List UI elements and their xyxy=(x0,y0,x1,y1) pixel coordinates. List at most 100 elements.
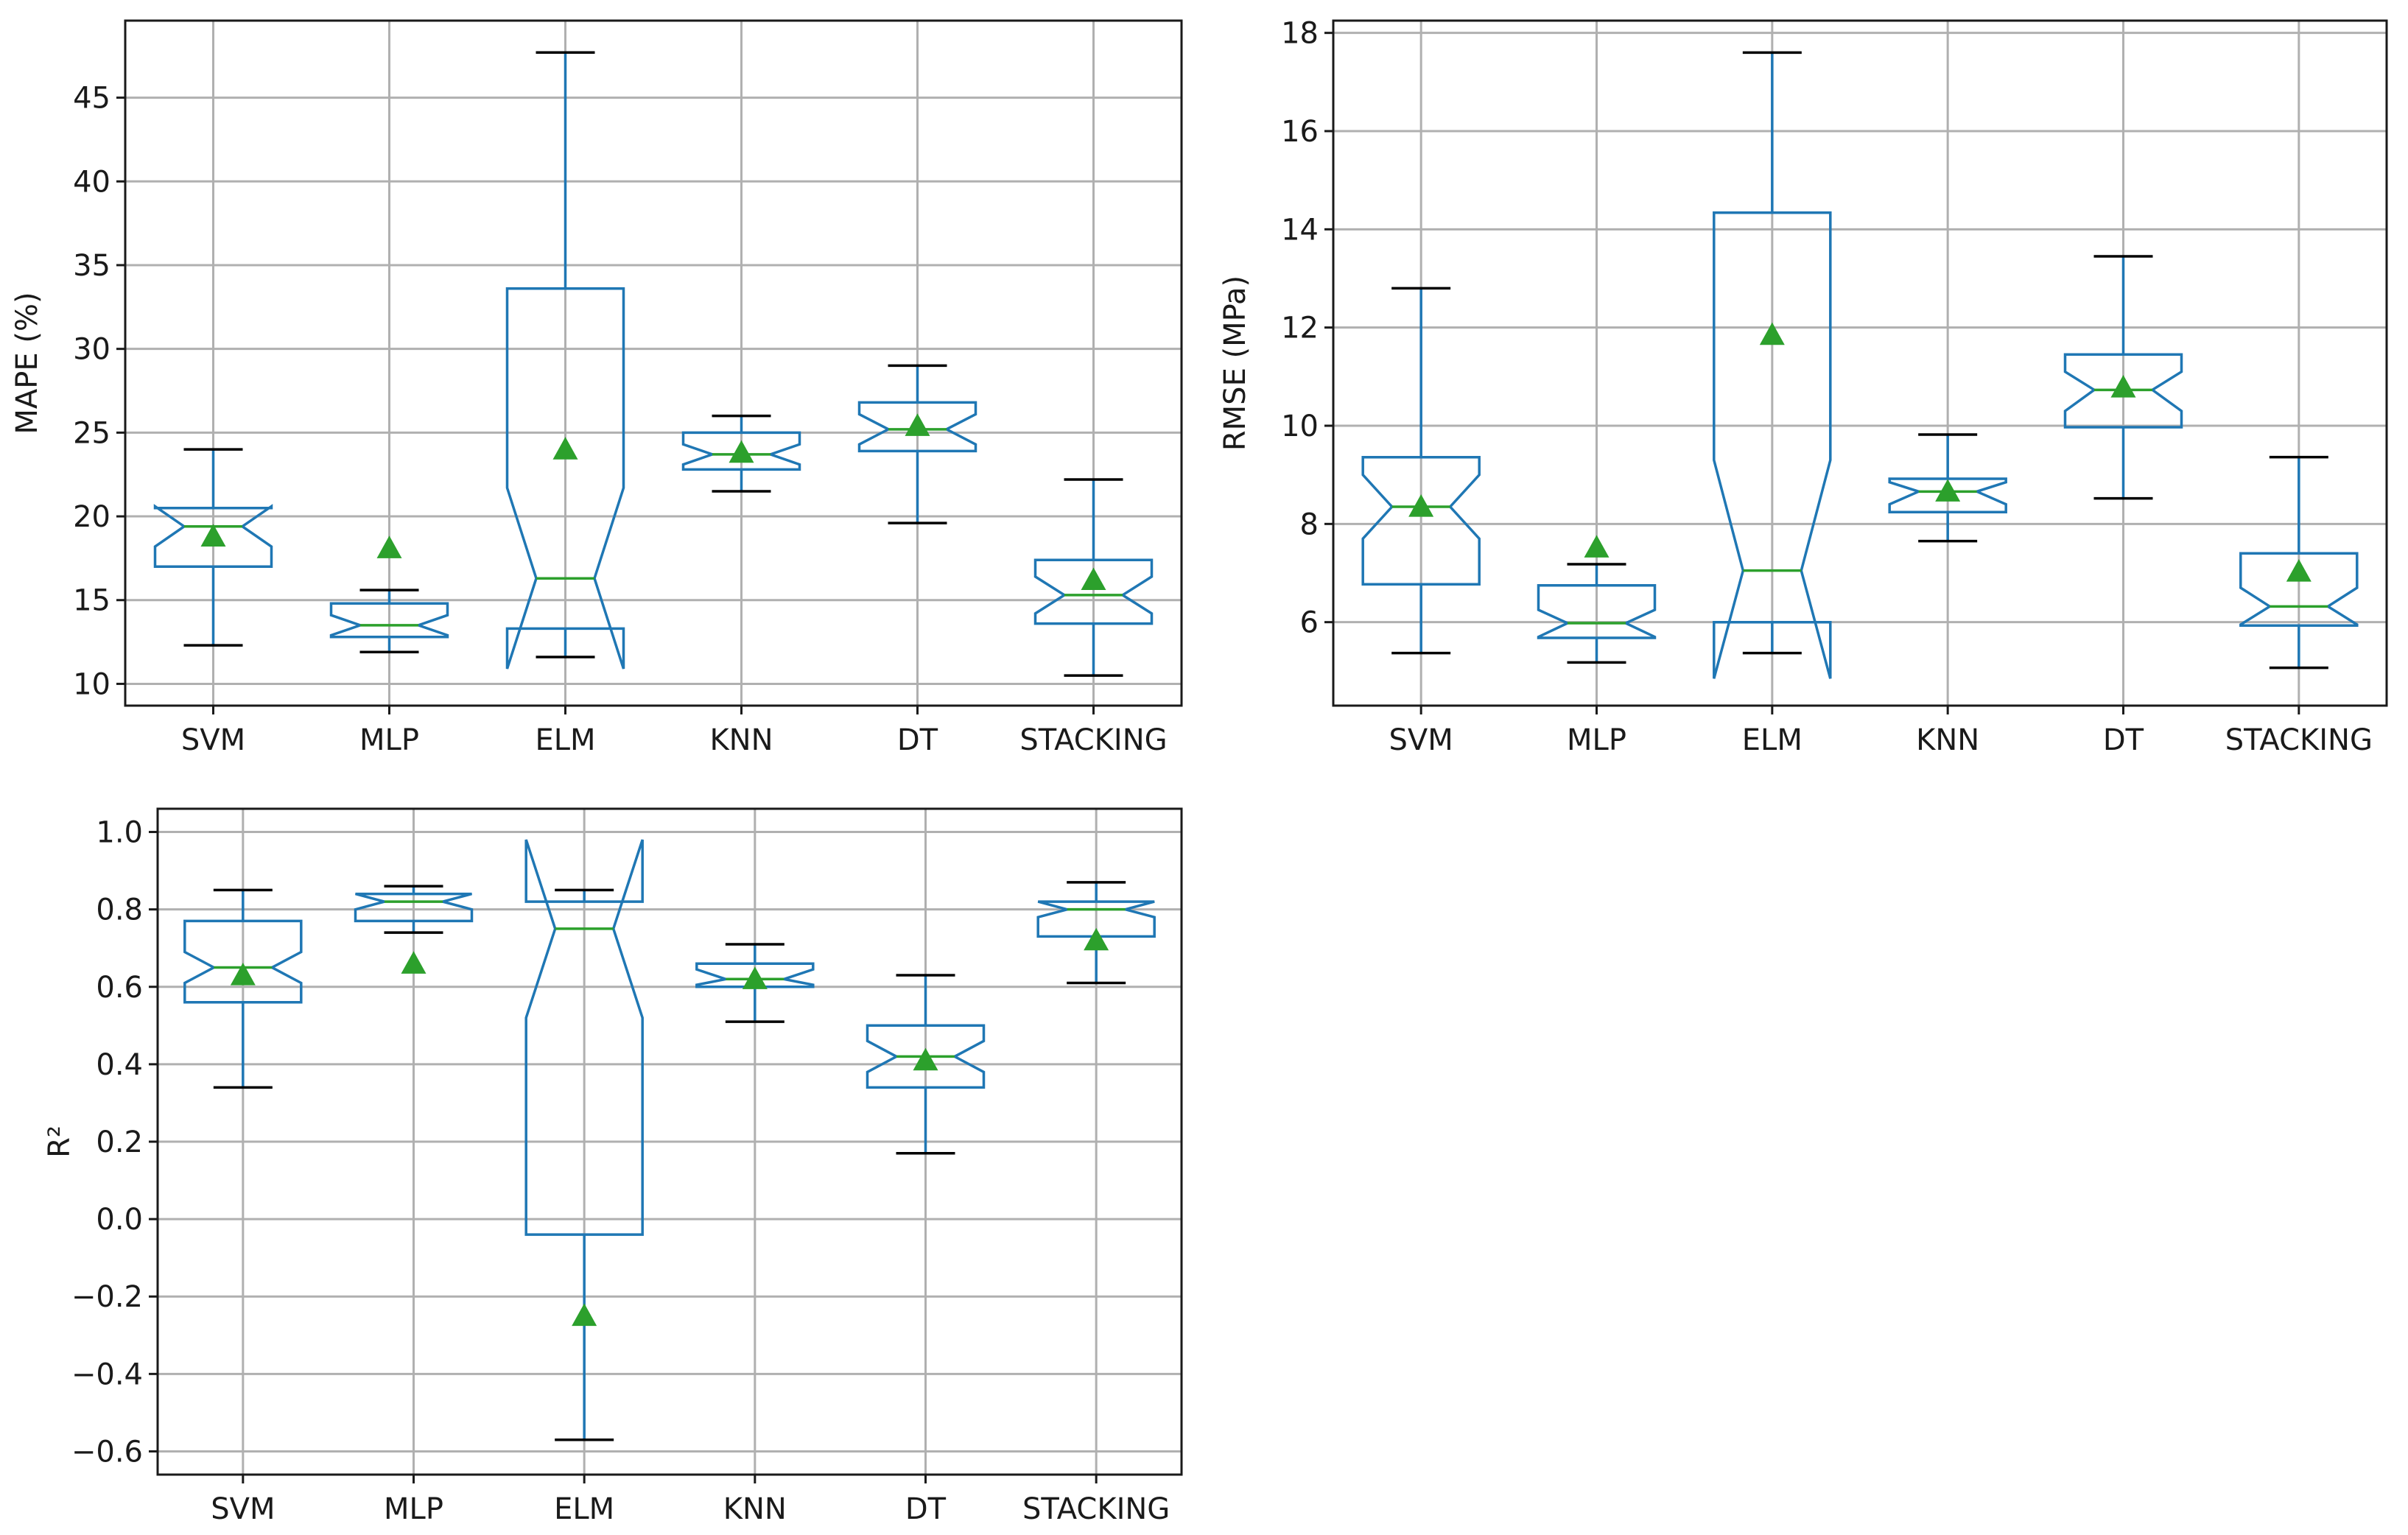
box-dt xyxy=(857,364,977,524)
y-tick-label: 15 xyxy=(73,584,110,618)
notched-box xyxy=(329,602,449,639)
box-dt xyxy=(2063,255,2183,500)
y-tick-label: 0.8 xyxy=(96,893,143,927)
x-tick-label: DT xyxy=(2103,723,2144,757)
notched-box xyxy=(354,892,474,923)
notched-box xyxy=(2063,353,2183,429)
mean-marker xyxy=(230,963,256,986)
notched-box xyxy=(866,1024,986,1089)
mean-marker xyxy=(905,413,930,436)
mean-marker xyxy=(1935,479,1961,502)
axes-frame xyxy=(1332,19,2388,707)
y-axis-label: R² xyxy=(43,1125,77,1158)
notched-box xyxy=(2239,552,2359,628)
x-tick-label: SVM xyxy=(211,1492,275,1526)
x-tick-label: KNN xyxy=(723,1492,787,1526)
chart-r2: −0.6 −0.4 −0.2 0.0 0.2 0.4 0.6 0.8 1.0 SVM MLP ELM K… xyxy=(43,807,1183,1526)
mean-marker xyxy=(1408,494,1434,517)
box-svm xyxy=(1361,287,1481,655)
mean-marker xyxy=(1084,927,1109,951)
box-elm xyxy=(524,839,644,1441)
y-tick-label: 6 xyxy=(1300,606,1319,640)
y-tick-label: 0.6 xyxy=(96,971,143,1005)
notched-box xyxy=(1888,477,2007,514)
y-tick-label: 45 xyxy=(73,82,110,116)
box-stacking xyxy=(1033,478,1154,677)
box-stacking xyxy=(1036,881,1156,985)
x-tick-label: KNN xyxy=(1916,723,1979,757)
box-mlp xyxy=(329,535,449,653)
notched-box xyxy=(681,431,801,471)
x-tick-label: ELM xyxy=(1742,723,1803,757)
x-tick-label: STACKING xyxy=(1022,1492,1170,1526)
y-tick-label: 16 xyxy=(1281,115,1319,149)
y-tick-label: 18 xyxy=(1281,17,1319,51)
x-tick-label: SVM xyxy=(1389,723,1453,757)
y-tick-label: 10 xyxy=(73,667,110,701)
notched-box xyxy=(183,919,303,1004)
box-elm xyxy=(1713,51,1832,679)
x-tick-label: KNN xyxy=(709,723,773,757)
box-mlp xyxy=(354,885,474,974)
notched-box xyxy=(1713,211,1832,679)
notched-box xyxy=(1537,583,1657,639)
chart-rmse: 6 8 10 12 14 16 18 SVM MLP ELM KNN DT STACKING RMSE (… xyxy=(1218,17,2388,757)
x-tick-label: MLP xyxy=(359,723,419,757)
y-tick-label: 35 xyxy=(73,249,110,283)
y-tick-label: −0.2 xyxy=(71,1280,143,1314)
box-knn xyxy=(681,414,801,493)
box-stacking xyxy=(2239,455,2359,670)
y-tick-label: 40 xyxy=(73,165,110,199)
x-tick-label: STACKING xyxy=(2225,723,2373,757)
x-tick-label: MLP xyxy=(384,1492,443,1526)
y-tick-label: 1.0 xyxy=(96,816,143,850)
x-tick-label: ELM xyxy=(535,723,595,757)
notched-box xyxy=(1361,455,1481,586)
mean-marker xyxy=(376,535,402,558)
notched-box xyxy=(1033,558,1154,625)
y-tick-label: 10 xyxy=(1281,410,1319,443)
box-dt xyxy=(866,974,986,1155)
y-tick-label: 12 xyxy=(1281,312,1319,345)
mean-marker xyxy=(1584,535,1610,558)
y-axis-label: MAPE (%) xyxy=(10,292,44,434)
y-tick-label: 0.2 xyxy=(96,1125,143,1159)
y-tick-label: 20 xyxy=(73,500,110,534)
y-tick-label: −0.6 xyxy=(71,1435,143,1469)
box-elm xyxy=(505,51,625,670)
axes-frame xyxy=(124,19,1183,707)
mean-marker xyxy=(2286,559,2312,582)
box-knn xyxy=(1888,433,2007,543)
y-tick-label: 0.4 xyxy=(96,1048,143,1082)
mean-marker xyxy=(1759,322,1785,345)
mean-marker xyxy=(401,951,427,974)
notched-box xyxy=(505,287,625,670)
notched-box xyxy=(524,839,644,1236)
notched-box xyxy=(153,504,273,569)
x-tick-label: MLP xyxy=(1567,723,1626,757)
mean-marker xyxy=(1081,567,1106,591)
axes-frame xyxy=(156,807,1183,1476)
y-tick-label: −0.4 xyxy=(71,1357,143,1391)
y-tick-label: 25 xyxy=(73,416,110,450)
notched-box xyxy=(695,962,815,988)
chart-mape: 10 15 20 25 30 35 40 45 SVM MLP ELM KNN DT STACKING MA… xyxy=(10,19,1183,757)
y-tick-label: 0.0 xyxy=(96,1203,143,1237)
mean-marker xyxy=(552,437,578,460)
mean-marker xyxy=(2110,375,2136,398)
box-svm xyxy=(153,448,273,647)
y-tick-label: 14 xyxy=(1281,213,1319,247)
mean-marker xyxy=(729,440,754,463)
mean-marker xyxy=(742,966,768,989)
mean-marker xyxy=(572,1303,597,1327)
box-mlp xyxy=(1537,535,1657,664)
y-tick-label: 30 xyxy=(73,333,110,367)
x-tick-label: DT xyxy=(897,723,938,757)
mean-marker xyxy=(200,524,226,547)
box-svm xyxy=(183,888,303,1089)
y-tick-label: 8 xyxy=(1300,507,1319,541)
x-tick-label: STACKING xyxy=(1019,723,1167,757)
notched-box xyxy=(857,401,977,453)
x-tick-label: DT xyxy=(905,1492,947,1526)
